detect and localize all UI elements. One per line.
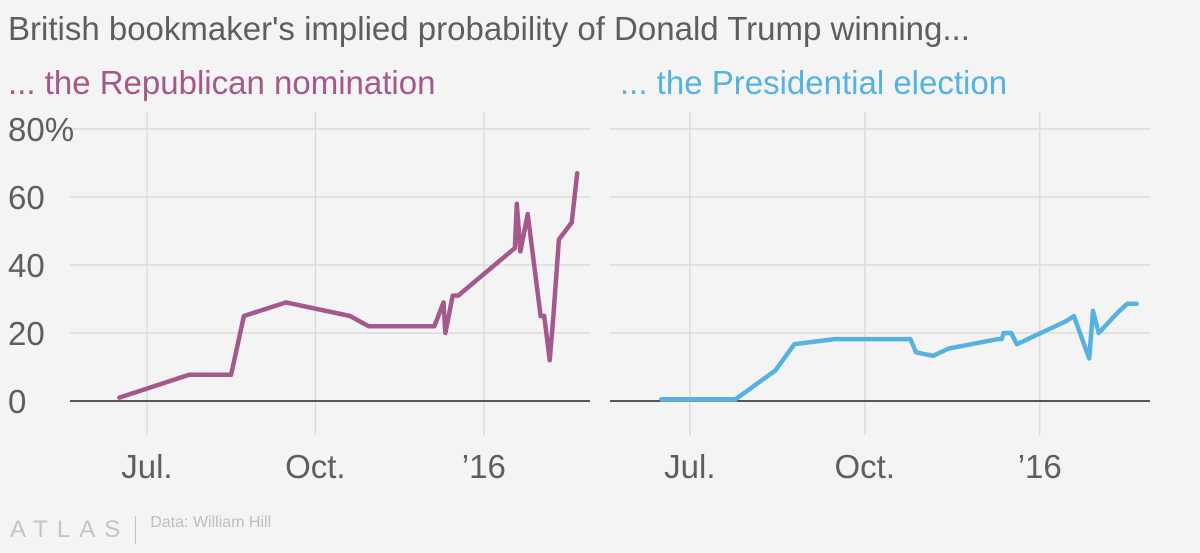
x-tick-label-election-0: Jul. [664,448,715,485]
x-tick-label-nomination-2: ’16 [462,448,506,485]
y-tick-label-1: 20 [8,315,45,352]
data-source: Data: William Hill [150,514,272,531]
y-tick-label-4: 80% [8,111,74,148]
footer-divider [135,516,137,544]
x-tick-label-nomination-0: Jul. [121,448,172,485]
y-tick-label-3: 60 [8,179,45,216]
atlas-logo: ATLAS [10,516,130,543]
y-tick-label-0: 0 [8,383,26,420]
subtitle-nomination: ... the Republican nomination [8,64,436,101]
series-line-nomination [117,170,580,400]
series-line-election [659,301,1139,402]
subtitle-election: ... the Presidential election [620,64,1008,101]
x-tick-label-nomination-1: Oct. [285,448,346,485]
footer: ATLAS Data: William Hill [10,514,272,544]
chart-title: British bookmaker's implied probability … [8,10,970,47]
x-tick-label-election-1: Oct. [835,448,896,485]
x-tick-label-election-2: ’16 [1018,448,1062,485]
y-tick-label-2: 40 [8,247,45,284]
